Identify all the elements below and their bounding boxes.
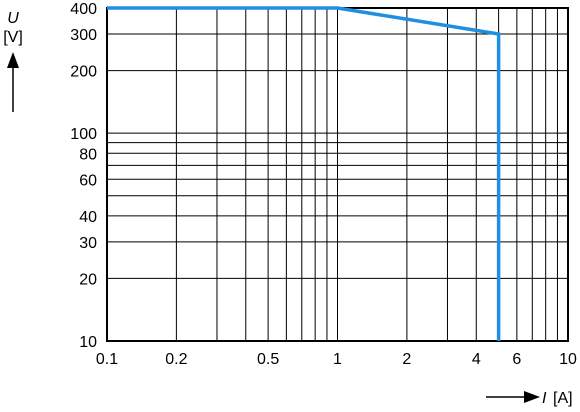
x-tick-label: 0.2 [165,351,187,368]
series-line [107,6,501,341]
x-tick-label: 2 [402,351,411,368]
y-tick-label: 40 [79,209,97,226]
x-tick-label: 0.1 [96,351,118,368]
x-tick-label: 10 [559,351,577,368]
y-tick-label: 100 [70,126,97,143]
y-tick-label: 20 [79,271,97,288]
x-tick-label: 1 [333,351,342,368]
y-tick-label: 80 [79,146,97,163]
y-axis-arrow-icon [7,52,19,112]
x-tick-label: 0.5 [257,351,279,368]
y-tick-label: 200 [70,64,97,81]
y-tick-label: 400 [70,1,97,18]
y-tick-label: 300 [70,27,97,44]
y-tick-labels: 10 20 30 40 60 80 100 200 300 400 [70,1,97,351]
y-axis-variable: U [7,10,19,27]
x-axis-arrow-icon [486,391,540,403]
y-tick-label: 60 [79,172,97,189]
x-axis-variable: I [542,390,547,407]
y-axis-unit: [V] [3,29,23,46]
x-tick-labels: 0.1 0.2 0.5 1 2 4 6 10 [96,351,577,368]
y-tick-label: 10 [79,334,97,351]
x-tick-label: 6 [512,351,521,368]
series-layer [107,6,501,341]
x-axis-unit: [A] [553,390,573,407]
y-gridlines [107,7,568,342]
y-tick-label: 30 [79,235,97,252]
x-tick-label: 4 [472,351,481,368]
